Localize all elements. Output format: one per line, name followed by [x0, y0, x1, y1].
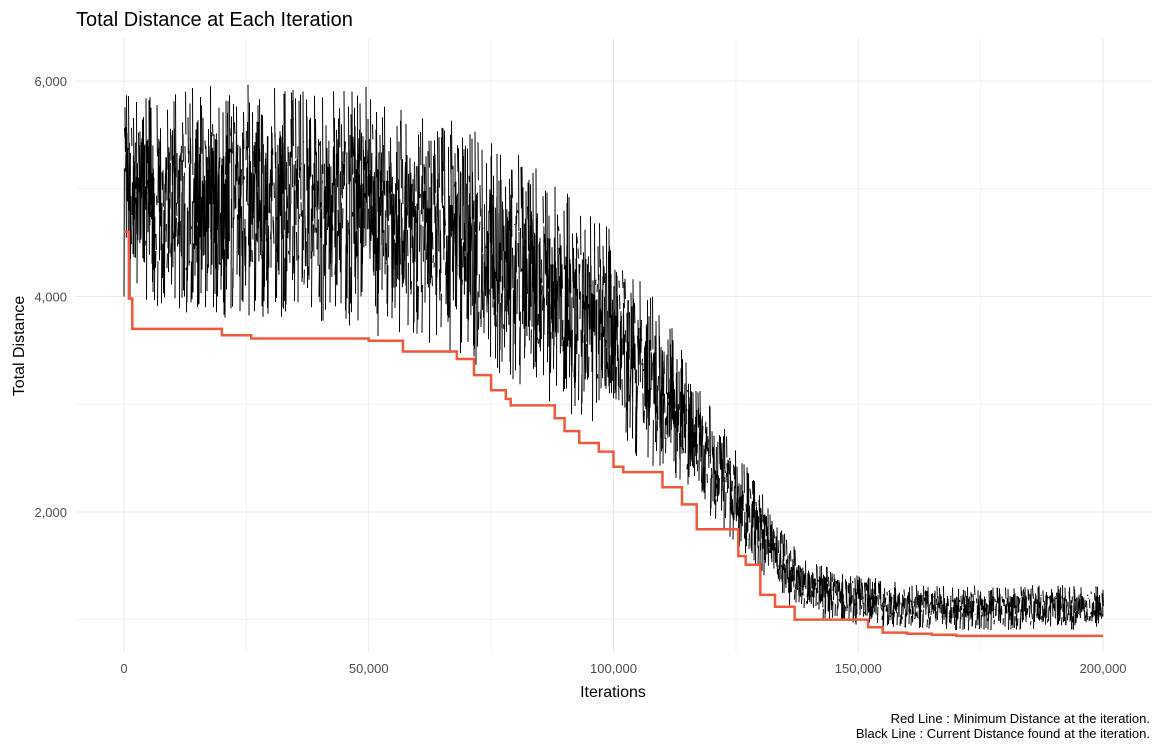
caption-red-line: Red Line : Minimum Distance at the itera… — [891, 711, 1150, 726]
minimum-distance-line — [123, 230, 1104, 638]
chart-title: Total Distance at Each Iteration — [76, 9, 353, 31]
series — [123, 84, 1104, 638]
x-axis-title: Iterations — [580, 684, 646, 701]
y-tick-label: 6,000 — [34, 74, 67, 89]
y-tick-label: 4,000 — [34, 290, 67, 305]
y-axis-title: Total Distance — [11, 296, 28, 397]
x-tick-label: 150,000 — [835, 661, 882, 676]
x-tick-label: 0 — [120, 661, 127, 676]
tick-labels: 0 50,000 100,000 150,000 200,000 2,000 4,000 6,… — [34, 74, 1126, 676]
caption-black-line: Black Line : Current Distance found at t… — [856, 726, 1150, 741]
x-tick-label: 50,000 — [349, 661, 389, 676]
x-tick-label: 100,000 — [590, 661, 637, 676]
y-tick-label: 2,000 — [34, 505, 67, 520]
x-tick-label: 200,000 — [1080, 661, 1127, 676]
